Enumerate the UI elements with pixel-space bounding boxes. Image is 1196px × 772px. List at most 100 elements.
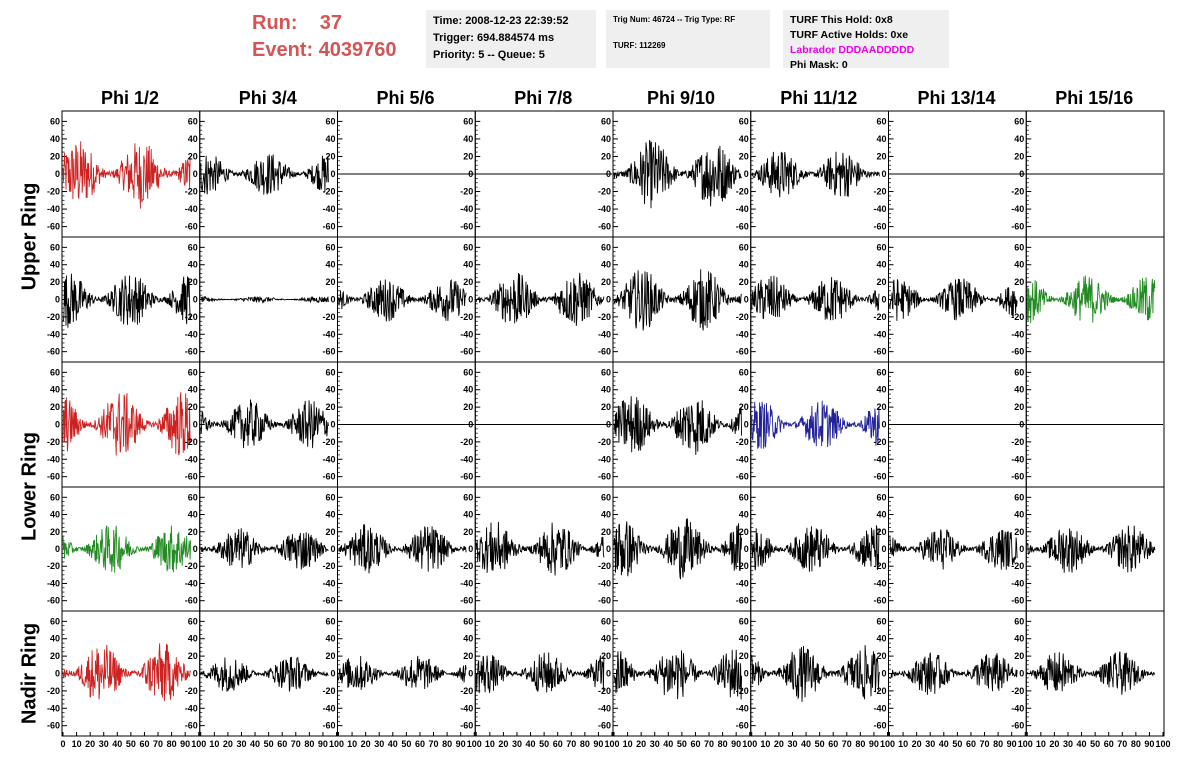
- x-tick-label: 40: [801, 739, 811, 749]
- y-tick-label: 40: [1014, 134, 1024, 144]
- y-tick-label: 0: [468, 669, 473, 679]
- y-tick-label: -60: [185, 721, 198, 731]
- x-tick-label: 60: [828, 739, 838, 749]
- y-tick-label: 20: [739, 151, 749, 161]
- y-tick-label: 0: [193, 169, 198, 179]
- x-tick-label: 20: [1049, 739, 1059, 749]
- y-tick-label: -40: [185, 329, 198, 339]
- x-tick-label: 60: [1104, 739, 1114, 749]
- turf-text: TURF: 112269: [613, 41, 666, 50]
- y-tick-label: 20: [463, 277, 473, 287]
- y-tick-label: -60: [598, 721, 611, 731]
- y-tick-label: 20: [739, 527, 749, 537]
- panel-r2-c6: -60 -40 -20 0 20 40 60: [736, 236, 889, 363]
- panel-r2-c2: -60 -40 -20 0 20 40 60: [185, 236, 338, 363]
- y-tick-label: 20: [739, 402, 749, 412]
- y-tick-label: 20: [325, 277, 335, 287]
- y-tick-label: -20: [47, 187, 60, 197]
- waveform-trace: [889, 529, 1018, 570]
- x-tick-label: 10: [347, 739, 357, 749]
- x-tick-label: 90: [593, 739, 603, 749]
- time-info-box: Time: 2008-12-23 22:39:52 Trigger: 694.8…: [426, 10, 596, 68]
- y-tick-label: 20: [463, 151, 473, 161]
- y-tick-label: -60: [460, 721, 473, 731]
- run-label: Run:: [252, 12, 298, 34]
- y-tick-label: 60: [601, 116, 611, 126]
- y-tick-label: 0: [330, 169, 335, 179]
- waveform-trace: [613, 396, 743, 455]
- y-tick-label: -40: [47, 454, 60, 464]
- y-tick-label: 40: [50, 634, 60, 644]
- priority-text: Priority: 5 -- Queue: 5: [433, 49, 545, 61]
- y-tick-label: -20: [598, 686, 611, 696]
- y-tick-label: -20: [736, 686, 749, 696]
- y-tick-label: 40: [739, 134, 749, 144]
- y-tick-label: 0: [606, 544, 611, 554]
- x-tick-label: 40: [663, 739, 673, 749]
- x-tick-label: 70: [1117, 739, 1127, 749]
- y-tick-label: 40: [876, 385, 886, 395]
- y-tick-label: -40: [460, 703, 473, 713]
- y-tick-label: 40: [463, 510, 473, 520]
- y-tick-label: -20: [873, 561, 886, 571]
- y-tick-label: 0: [55, 669, 60, 679]
- y-tick-label: 0: [330, 420, 335, 430]
- y-tick-label: -20: [322, 686, 335, 696]
- waveform-trace: [613, 649, 743, 700]
- y-tick-label: -40: [736, 578, 749, 588]
- panel-r1-c4: -60 -40 -20 0 20 40 60: [460, 110, 614, 238]
- panel-r4-c6: -60 -40 -20 0 20 40 60: [736, 486, 889, 612]
- y-tick-label: -60: [598, 222, 611, 232]
- y-tick-label: 60: [50, 492, 60, 502]
- y-tick-label: 40: [463, 634, 473, 644]
- y-tick-label: -60: [598, 472, 611, 482]
- x-tick-label: 40: [939, 739, 949, 749]
- y-tick-label: -20: [736, 312, 749, 322]
- panel-r3-c5: -60 -40 -20 0 20 40 60: [598, 361, 752, 488]
- y-tick-label: 20: [601, 151, 611, 161]
- y-tick-label: 40: [188, 134, 198, 144]
- panel-r2-c8: -60 -40 -20 0 20 40 60: [1011, 236, 1165, 363]
- x-tick-label: 10: [1036, 739, 1046, 749]
- waveform-trace: [613, 518, 743, 580]
- trig-num-text: Trig Num: 46724 -- Trig Type: RF: [613, 15, 736, 24]
- panel-r4-c8: -60 -40 -20 0 20 40 60: [1011, 486, 1165, 612]
- y-tick-label: -20: [47, 686, 60, 696]
- y-tick-label: 60: [188, 492, 198, 502]
- y-tick-label: -60: [736, 596, 749, 606]
- y-tick-label: 0: [881, 544, 886, 554]
- y-tick-label: 60: [876, 492, 886, 502]
- x-tick-label: 60: [553, 739, 563, 749]
- x-tick-label: 10: [72, 739, 82, 749]
- y-tick-label: 60: [50, 116, 60, 126]
- y-tick-label: 40: [739, 510, 749, 520]
- y-tick-label: -60: [460, 347, 473, 357]
- phi-title-2: Phi 3/4: [238, 88, 297, 108]
- y-tick-label: -40: [598, 204, 611, 214]
- panel-r4-c3: -60 -40 -20 0 20 40 60: [322, 486, 476, 612]
- y-tick-label: 0: [330, 669, 335, 679]
- y-tick-label: 60: [739, 616, 749, 626]
- y-tick-label: 0: [193, 544, 198, 554]
- y-tick-label: 20: [463, 651, 473, 661]
- y-tick-label: -40: [873, 703, 886, 713]
- waveform-trace: [613, 269, 742, 331]
- panel-r1-c1: -60 -40 -20 0 20 40 60: [47, 110, 201, 238]
- panel-r3-c3: -60 -40 -20 0 20 40 60: [322, 361, 476, 488]
- y-tick-label: -60: [322, 222, 335, 232]
- y-tick-label: -40: [1011, 703, 1024, 713]
- x-tick-label: 10: [623, 739, 633, 749]
- panel-r3-c7: -60 -40 -20 0 20 40 60: [873, 361, 1027, 488]
- y-tick-label: -20: [598, 561, 611, 571]
- y-tick-label: -40: [460, 204, 473, 214]
- y-tick-label: -40: [322, 204, 335, 214]
- y-tick-label: -20: [873, 437, 886, 447]
- y-tick-label: 60: [876, 242, 886, 252]
- waveform-trace: [338, 655, 467, 690]
- panel-r1-c5: -60 -40 -20 0 20 40 60: [598, 110, 752, 238]
- y-tick-label: 40: [601, 634, 611, 644]
- y-tick-label: -60: [47, 222, 60, 232]
- y-tick-label: 20: [325, 651, 335, 661]
- y-tick-label: 20: [601, 402, 611, 412]
